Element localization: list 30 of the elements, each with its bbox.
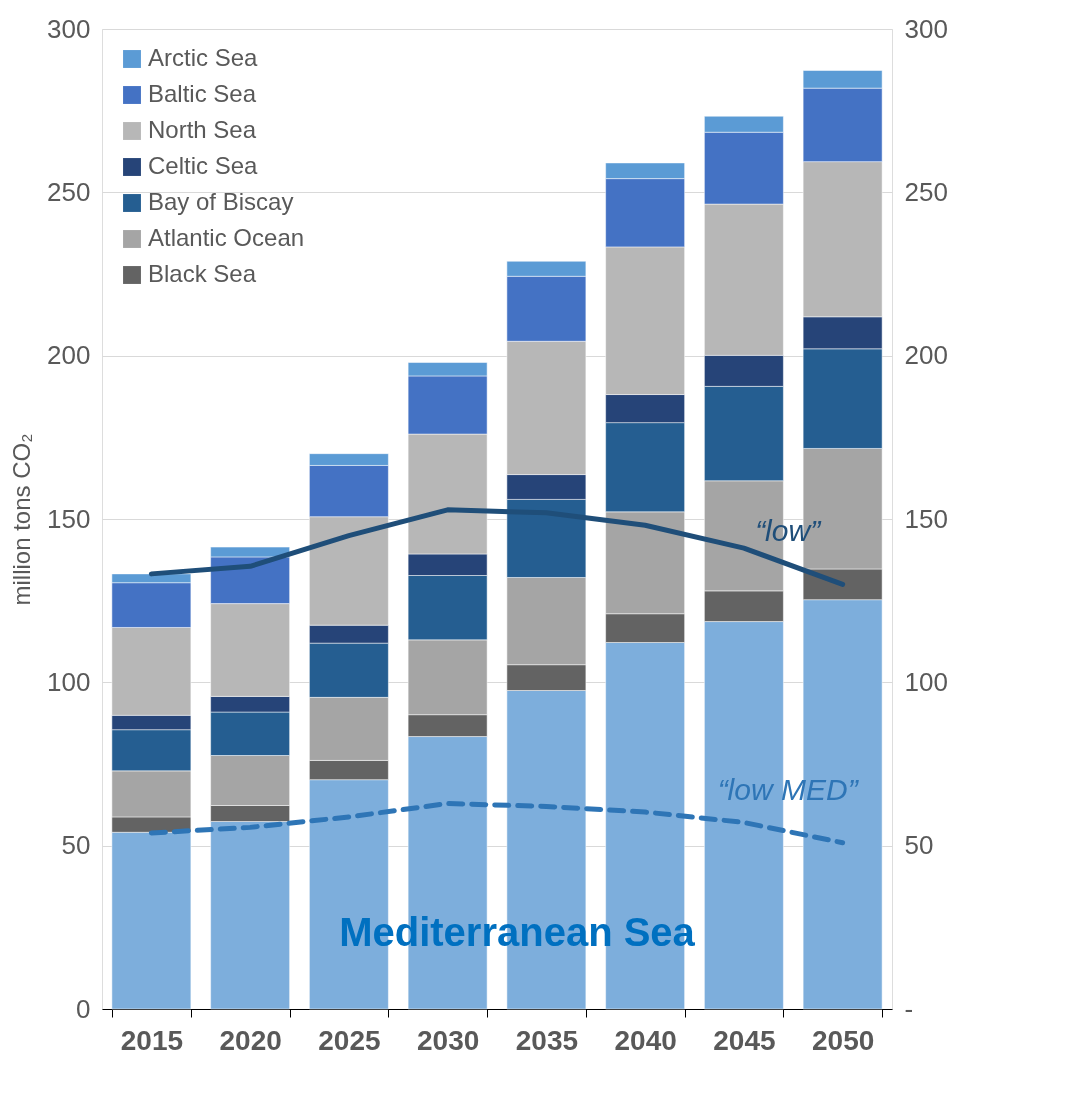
y2-tick-label: 50	[904, 830, 934, 861]
x-tick-label: 2040	[614, 1024, 677, 1056]
y-tick-label: 150	[47, 503, 91, 534]
x-tick-label: 2035	[515, 1024, 579, 1056]
y2-tick-label: 250	[904, 176, 948, 207]
y2-tick-label: 300	[904, 13, 948, 44]
y-tick-label: 250	[47, 176, 91, 207]
y-tick-label: 200	[47, 340, 91, 371]
y-tick-label: 300	[47, 13, 91, 44]
x-tick-label: 2020	[219, 1024, 282, 1056]
y2-tick-label: 100	[904, 666, 948, 697]
x-tick-label: 2015	[120, 1024, 184, 1056]
legend-label: Black Sea	[148, 260, 257, 287]
y-tick-label: 50	[61, 830, 91, 861]
x-tick-label: 2030	[416, 1024, 480, 1056]
y-tick-label: 100	[47, 666, 91, 697]
y2-tick-label: 200	[904, 340, 948, 371]
y-axis-title: million tons CO₂	[8, 433, 36, 606]
x-tick-label: 2025	[318, 1024, 381, 1056]
legend-label: Arctic Sea	[148, 44, 259, 71]
legend-label: Baltic Sea	[148, 80, 257, 107]
legend-label: Atlantic Ocean	[148, 224, 305, 251]
x-tick-label: 2045	[713, 1024, 776, 1056]
y2-tick-label: 150	[904, 503, 948, 534]
legend-label: North Sea	[148, 116, 257, 143]
x-tick-label: 2050	[811, 1024, 875, 1056]
legend-label: Bay of Biscay	[148, 188, 294, 215]
y-tick-label: 0	[76, 993, 91, 1024]
legend-label: Celtic Sea	[148, 152, 259, 179]
y2-tick-label: -	[904, 993, 914, 1024]
